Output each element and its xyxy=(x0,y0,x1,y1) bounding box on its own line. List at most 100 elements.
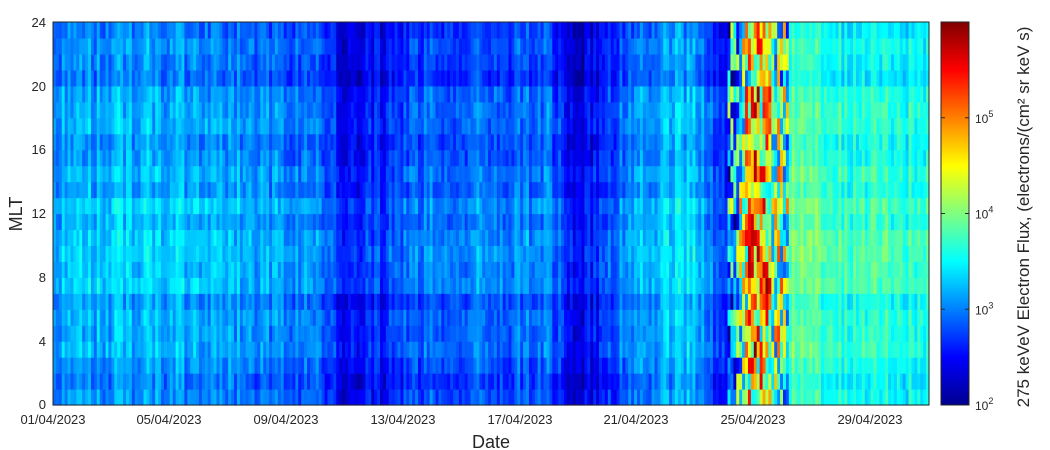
heatmap-cell xyxy=(242,309,247,326)
heatmap-cell xyxy=(610,197,615,215)
heatmap-cell xyxy=(558,165,562,183)
heatmap-cell xyxy=(412,53,416,71)
heatmap-cell xyxy=(53,117,57,135)
heatmap-cell xyxy=(117,181,121,199)
heatmap-cell xyxy=(368,309,372,326)
heatmap-cell xyxy=(601,117,606,135)
heatmap-cell xyxy=(555,277,559,294)
heatmap-cell xyxy=(269,133,273,151)
heatmap-cell xyxy=(359,229,364,247)
heatmap-cell xyxy=(207,389,212,406)
heatmap-cell xyxy=(286,341,291,358)
heatmap-cell xyxy=(61,389,66,406)
heatmap-cell xyxy=(362,165,367,183)
heatmap-cell xyxy=(155,165,159,183)
heatmap-cell xyxy=(607,117,612,135)
heatmap-cell xyxy=(55,69,60,87)
heatmap-cell xyxy=(58,389,63,406)
heatmap-cell xyxy=(514,101,518,119)
heatmap-cell xyxy=(453,22,457,39)
heatmap-cell xyxy=(575,69,580,87)
heatmap-cell xyxy=(213,277,218,294)
heatmap-cell xyxy=(528,389,533,406)
heatmap-cell xyxy=(251,245,256,262)
heatmap-cell xyxy=(374,277,378,294)
heatmap-cell xyxy=(298,277,302,294)
heatmap-cell xyxy=(391,373,396,390)
heatmap-cell xyxy=(418,197,422,215)
heatmap-cell xyxy=(601,245,606,262)
heatmap-cell xyxy=(639,181,644,199)
heatmap-cell xyxy=(108,389,112,406)
heatmap-cell xyxy=(158,325,162,342)
heatmap-cell xyxy=(622,133,626,151)
heatmap-cell xyxy=(126,101,130,119)
heatmap-cell xyxy=(82,85,86,103)
heatmap-cell xyxy=(266,149,270,167)
heatmap-cell xyxy=(645,37,650,55)
heatmap-cell xyxy=(634,373,638,390)
heatmap-cell xyxy=(639,341,644,358)
heatmap-cell xyxy=(222,133,226,151)
heatmap-cell xyxy=(292,293,296,310)
heatmap-cell xyxy=(196,197,200,215)
heatmap-cell xyxy=(441,213,445,231)
heatmap-cell xyxy=(654,22,659,39)
heatmap-cell xyxy=(260,181,264,199)
heatmap-cell xyxy=(96,133,101,151)
heatmap-cell xyxy=(622,101,626,119)
heatmap-cell xyxy=(648,341,653,358)
heatmap-cell xyxy=(353,165,358,183)
heatmap-cell xyxy=(511,309,515,326)
heatmap-cell xyxy=(266,69,270,87)
heatmap-cell xyxy=(85,69,89,87)
heatmap-cell xyxy=(213,309,218,326)
heatmap-cell xyxy=(345,357,349,374)
heatmap-cell xyxy=(345,213,349,231)
heatmap-cell xyxy=(388,261,393,278)
heatmap-cell xyxy=(88,181,92,199)
heatmap-cell xyxy=(397,357,402,374)
heatmap-cell xyxy=(502,293,507,310)
heatmap-cell xyxy=(368,181,372,199)
heatmap-cell xyxy=(257,101,261,119)
heatmap-cell xyxy=(444,181,448,199)
heatmap-cell xyxy=(514,149,518,167)
heatmap-cell xyxy=(496,133,501,151)
heatmap-cell xyxy=(409,341,413,358)
heatmap-cell xyxy=(505,261,510,278)
heatmap-cell xyxy=(569,357,574,374)
heatmap-cell xyxy=(634,165,638,183)
heatmap-cell xyxy=(406,261,410,278)
heatmap-cell xyxy=(491,277,495,294)
heatmap-cell xyxy=(152,197,156,215)
heatmap-cell xyxy=(549,101,553,119)
heatmap-cell xyxy=(403,149,407,167)
heatmap-cell xyxy=(213,181,218,199)
heatmap-cell xyxy=(324,181,329,199)
heatmap-cell xyxy=(385,37,390,55)
heatmap-cell xyxy=(277,277,282,294)
heatmap-cell xyxy=(175,22,180,39)
heatmap-cell xyxy=(546,261,550,278)
heatmap-cell xyxy=(76,85,80,103)
heatmap-cell xyxy=(234,85,238,103)
heatmap-cell xyxy=(324,53,329,71)
heatmap-cell xyxy=(82,245,86,262)
heatmap-cell xyxy=(546,101,550,119)
heatmap-cell xyxy=(298,245,302,262)
heatmap-cell xyxy=(502,133,507,151)
heatmap-cell xyxy=(382,101,387,119)
heatmap-cell xyxy=(526,22,530,39)
heatmap-cell xyxy=(82,229,86,247)
heatmap-cell xyxy=(254,133,258,151)
heatmap-cell xyxy=(178,341,183,358)
heatmap-cell xyxy=(301,197,305,215)
heatmap-cell xyxy=(380,149,384,167)
heatmap-cell xyxy=(213,229,218,247)
heatmap-cell xyxy=(639,277,644,294)
heatmap-cell xyxy=(163,69,168,87)
heatmap-cell xyxy=(397,149,402,167)
heatmap-cell xyxy=(283,133,288,151)
heatmap-cell xyxy=(105,229,110,247)
